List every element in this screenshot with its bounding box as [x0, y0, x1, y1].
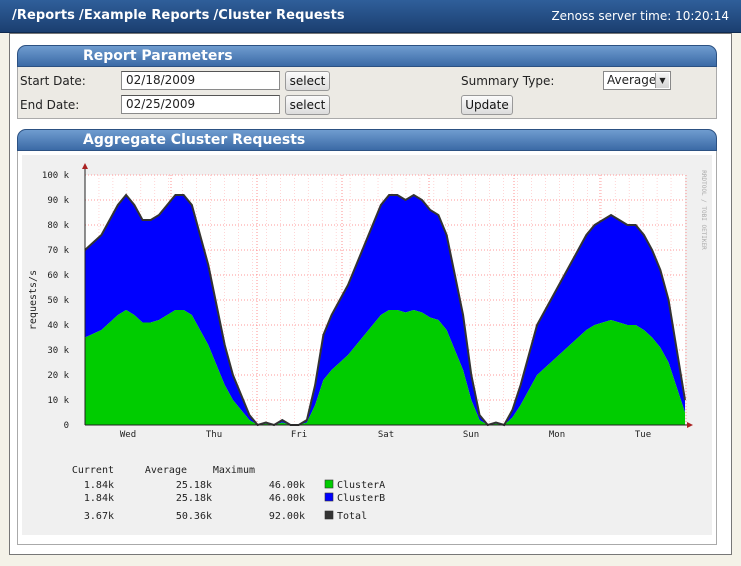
- x-tick-label: Thu: [206, 430, 222, 440]
- x-tick-label: Wed: [120, 430, 136, 440]
- server-time: Zenoss server time: 10:20:14: [551, 9, 729, 23]
- y-axis-arrow-icon: [82, 163, 88, 169]
- graph-canvas: 0 10 k 20 k 30 k 40 k 50 k 60 k 70 k 80 k 90 k 100…: [22, 155, 712, 535]
- x-tick-label: Sat: [378, 430, 394, 440]
- y-axis-label: requests/s: [28, 270, 39, 330]
- stat-maximum: 46.00k: [269, 493, 305, 504]
- summary-type-select[interactable]: Average ▼: [603, 71, 671, 90]
- x-tick-label: Sun: [463, 430, 479, 440]
- legend-swatch: [324, 492, 334, 502]
- legend-label: Total: [337, 511, 367, 522]
- top-bar: /Reports/Example Reports/Cluster Request…: [0, 0, 741, 33]
- legend-swatch: [324, 479, 334, 489]
- series-line-total: [84, 193, 686, 427]
- y-tick-label: 10 k: [47, 396, 69, 406]
- summary-type-label: Summary Type:: [461, 74, 555, 88]
- stat-maximum: 92.00k: [269, 511, 305, 522]
- y-tick-label: 20 k: [47, 371, 69, 381]
- report-parameters-panel: Start Date: 02/18/2009 select End Date: …: [17, 67, 717, 119]
- summary-type-value: Average: [607, 73, 657, 87]
- breadcrumb-cluster-requests[interactable]: /Cluster Requests: [213, 8, 345, 23]
- start-date-label: Start Date:: [20, 74, 86, 88]
- stat-maximum: 46.00k: [269, 480, 305, 491]
- breadcrumb-reports[interactable]: /Reports: [12, 8, 75, 23]
- y-tick-label: 40 k: [47, 321, 69, 331]
- series-area-clusterb: [85, 195, 685, 425]
- stat-average: 50.36k: [176, 511, 212, 522]
- cluster-requests-chart: 0 10 k 20 k 30 k 40 k 50 k 60 k 70 k 80 k 90 k 100…: [28, 163, 707, 522]
- y-tick-label: 90 k: [47, 196, 69, 206]
- y-tick-label: 50 k: [47, 296, 69, 306]
- stat-current: 3.67k: [84, 511, 114, 522]
- stats-header: Maximum: [213, 465, 255, 476]
- stat-average: 25.18k: [176, 493, 212, 504]
- y-tick-label: 80 k: [47, 221, 69, 231]
- stats-header: Average: [145, 465, 187, 476]
- x-tick-label: Tue: [635, 430, 651, 440]
- y-tick-label: 70 k: [47, 246, 69, 256]
- chevron-down-icon: ▼: [655, 73, 669, 88]
- legend-label: ClusterA: [337, 480, 385, 491]
- x-tick-label: Fri: [291, 430, 307, 440]
- report-parameters-header: Report Parameters: [17, 45, 717, 67]
- breadcrumb-example-reports[interactable]: /Example Reports: [78, 8, 210, 23]
- y-tick-label: 100 k: [42, 171, 70, 181]
- x-tick-label: Mon: [549, 430, 565, 440]
- stats-header: Current: [72, 465, 114, 476]
- y-tick-label: 60 k: [47, 271, 69, 281]
- graph-panel: 0 10 k 20 k 30 k 40 k 50 k 60 k 70 k 80 k 90 k 100…: [17, 151, 717, 545]
- legend-swatch: [324, 510, 334, 520]
- x-axis-arrow-icon: [687, 422, 693, 428]
- graph-header: Aggregate Cluster Requests: [17, 129, 717, 151]
- stat-current: 1.84k: [84, 493, 114, 504]
- end-date-select-button[interactable]: select: [285, 95, 330, 115]
- rrdtool-credit: RRDTOOL / TOBI OETIKER: [700, 170, 707, 250]
- series-area-clustera: [85, 310, 685, 425]
- end-date-label: End Date:: [20, 98, 80, 112]
- update-button[interactable]: Update: [461, 95, 513, 115]
- y-tick-label: 30 k: [47, 346, 69, 356]
- start-date-select-button[interactable]: select: [285, 71, 330, 91]
- end-date-input[interactable]: 02/25/2009: [121, 95, 280, 114]
- breadcrumb: /Reports/Example Reports/Cluster Request…: [12, 8, 349, 23]
- start-date-input[interactable]: 02/18/2009: [121, 71, 280, 90]
- stat-current: 1.84k: [84, 480, 114, 491]
- legend-label: ClusterB: [337, 493, 385, 504]
- stat-average: 25.18k: [176, 480, 212, 491]
- y-tick-label: 0: [64, 421, 69, 431]
